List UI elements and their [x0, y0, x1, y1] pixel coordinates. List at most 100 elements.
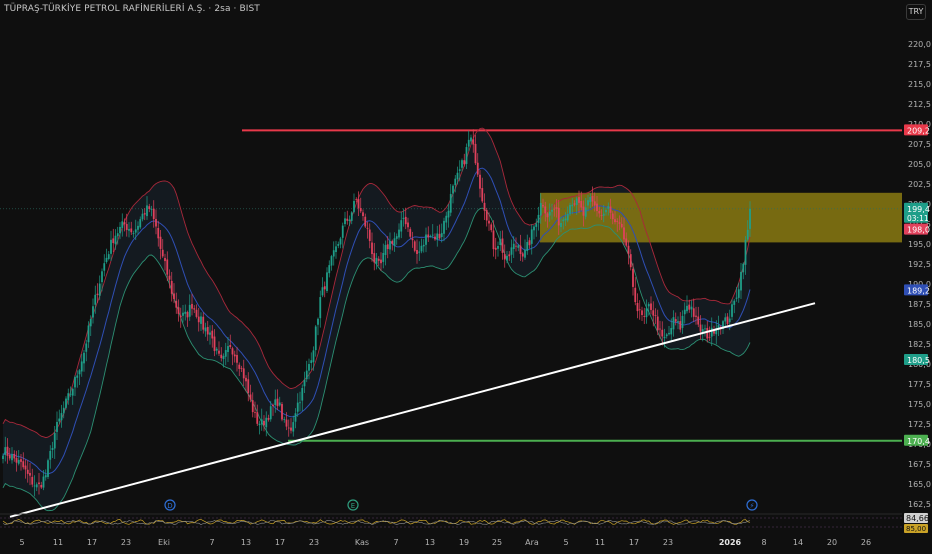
candle-body: [337, 244, 340, 246]
candle-body: [524, 249, 526, 258]
resistance-price-tag-bg: [904, 124, 928, 136]
candle-body: [143, 213, 146, 215]
candle-body: [386, 244, 389, 250]
candle-body: [492, 230, 495, 250]
x-tick-label: 14: [793, 538, 803, 547]
candle-body: [240, 367, 243, 369]
candle-body: [123, 222, 126, 225]
candle-body: [224, 350, 227, 357]
candle-body: [377, 258, 380, 261]
candle-body: [357, 199, 360, 209]
price-axis[interactable]: 162,5165,0167,5170,0172,5175,0177,5180,0…: [904, 40, 931, 533]
candle-body: [589, 196, 592, 203]
candle-body: [578, 197, 580, 203]
y-tick-label: 167,5: [908, 460, 931, 469]
x-tick-label: 19: [459, 538, 469, 547]
x-tick-label: 13: [425, 538, 435, 547]
candle-body: [562, 219, 565, 222]
candle-body: [699, 324, 702, 332]
candle-body: [422, 244, 425, 247]
y-tick-label: 177,5: [908, 380, 931, 389]
event-markers[interactable]: D E ⚡: [164, 499, 758, 511]
candle-body: [193, 308, 196, 310]
candle-body: [497, 246, 499, 249]
chart-title: TÜPRAŞ-TÜRKİYE PETROL RAFİNERİLERİ A.Ş. …: [4, 4, 260, 14]
candle-body: [326, 272, 328, 291]
candle-body: [26, 469, 29, 474]
upper-band-tag-bg: [904, 284, 928, 296]
candle-body: [65, 398, 67, 408]
candle-body: [170, 280, 173, 294]
candle-body: [474, 143, 477, 164]
candle-body: [542, 205, 544, 207]
candle-body: [445, 215, 448, 223]
candle-body: [697, 316, 700, 325]
candle-body: [467, 139, 470, 147]
trendline[interactable]: [9, 302, 816, 518]
candle-body: [713, 329, 715, 334]
x-tick-label: Kas: [355, 538, 369, 547]
candle-body: [227, 346, 229, 353]
candle-body: [512, 243, 515, 249]
x-tick-label: 17: [275, 538, 285, 547]
candle-body: [722, 321, 724, 329]
candle-body: [348, 219, 351, 222]
candle-body: [238, 364, 241, 369]
candle-body: [175, 300, 178, 308]
candle-body: [17, 459, 20, 464]
candle-body: [299, 402, 301, 404]
candle-body: [384, 244, 387, 255]
candle-body: [679, 321, 682, 330]
candle-body: [643, 316, 646, 317]
candle-body: [452, 185, 454, 194]
time-axis[interactable]: 5 11 17 23 Eki 7 13 17 23 Kas 7 13 19 25 Ara 5 11 17 23 202…: [19, 538, 871, 547]
candle-body: [128, 229, 130, 231]
candle-body: [148, 206, 151, 209]
candle-body: [749, 208, 751, 229]
candle-body: [416, 249, 418, 254]
candle-body: [236, 354, 238, 363]
candle-body: [735, 297, 738, 299]
candle-body: [346, 218, 349, 221]
candle-body: [51, 448, 54, 451]
currency-button[interactable]: TRY: [906, 4, 926, 20]
candle-body: [209, 332, 211, 335]
y-tick-label: 215,0: [908, 80, 931, 89]
x-tick-label: Eki: [158, 538, 170, 547]
candle-body: [681, 315, 684, 328]
candle-body: [202, 316, 205, 330]
candle-body: [260, 419, 263, 425]
candle-body: [625, 238, 628, 246]
candle-body: [688, 304, 691, 310]
trendline-segment[interactable]: [9, 302, 816, 518]
candle-body: [434, 236, 436, 240]
candle-body: [139, 219, 142, 228]
event-marker[interactable]: [347, 499, 359, 511]
x-tick-label: 8: [761, 538, 766, 547]
candle-body: [92, 306, 94, 318]
candle-body: [222, 355, 225, 360]
candle-body: [636, 303, 639, 312]
event-marker[interactable]: [746, 499, 758, 511]
candle-body: [292, 422, 295, 432]
candle-body: [24, 465, 27, 470]
candle-body: [710, 327, 713, 337]
y-tick-label: 185,0: [908, 320, 931, 329]
candle-body: [503, 254, 506, 260]
candle-body: [494, 247, 497, 250]
candle-body: [638, 309, 641, 311]
candle-body: [443, 220, 445, 234]
candle-body: [728, 318, 731, 323]
y-tick-label: 212,5: [908, 100, 931, 109]
candle-body: [614, 219, 616, 223]
candle-body: [368, 229, 371, 242]
candle-body: [152, 208, 155, 219]
resistance-price-tag: 209,2: [907, 126, 930, 135]
candle-body: [285, 419, 288, 427]
candle-body: [245, 377, 247, 382]
candle-body: [60, 413, 63, 421]
candle-body: [573, 203, 576, 205]
event-marker[interactable]: [164, 499, 176, 511]
